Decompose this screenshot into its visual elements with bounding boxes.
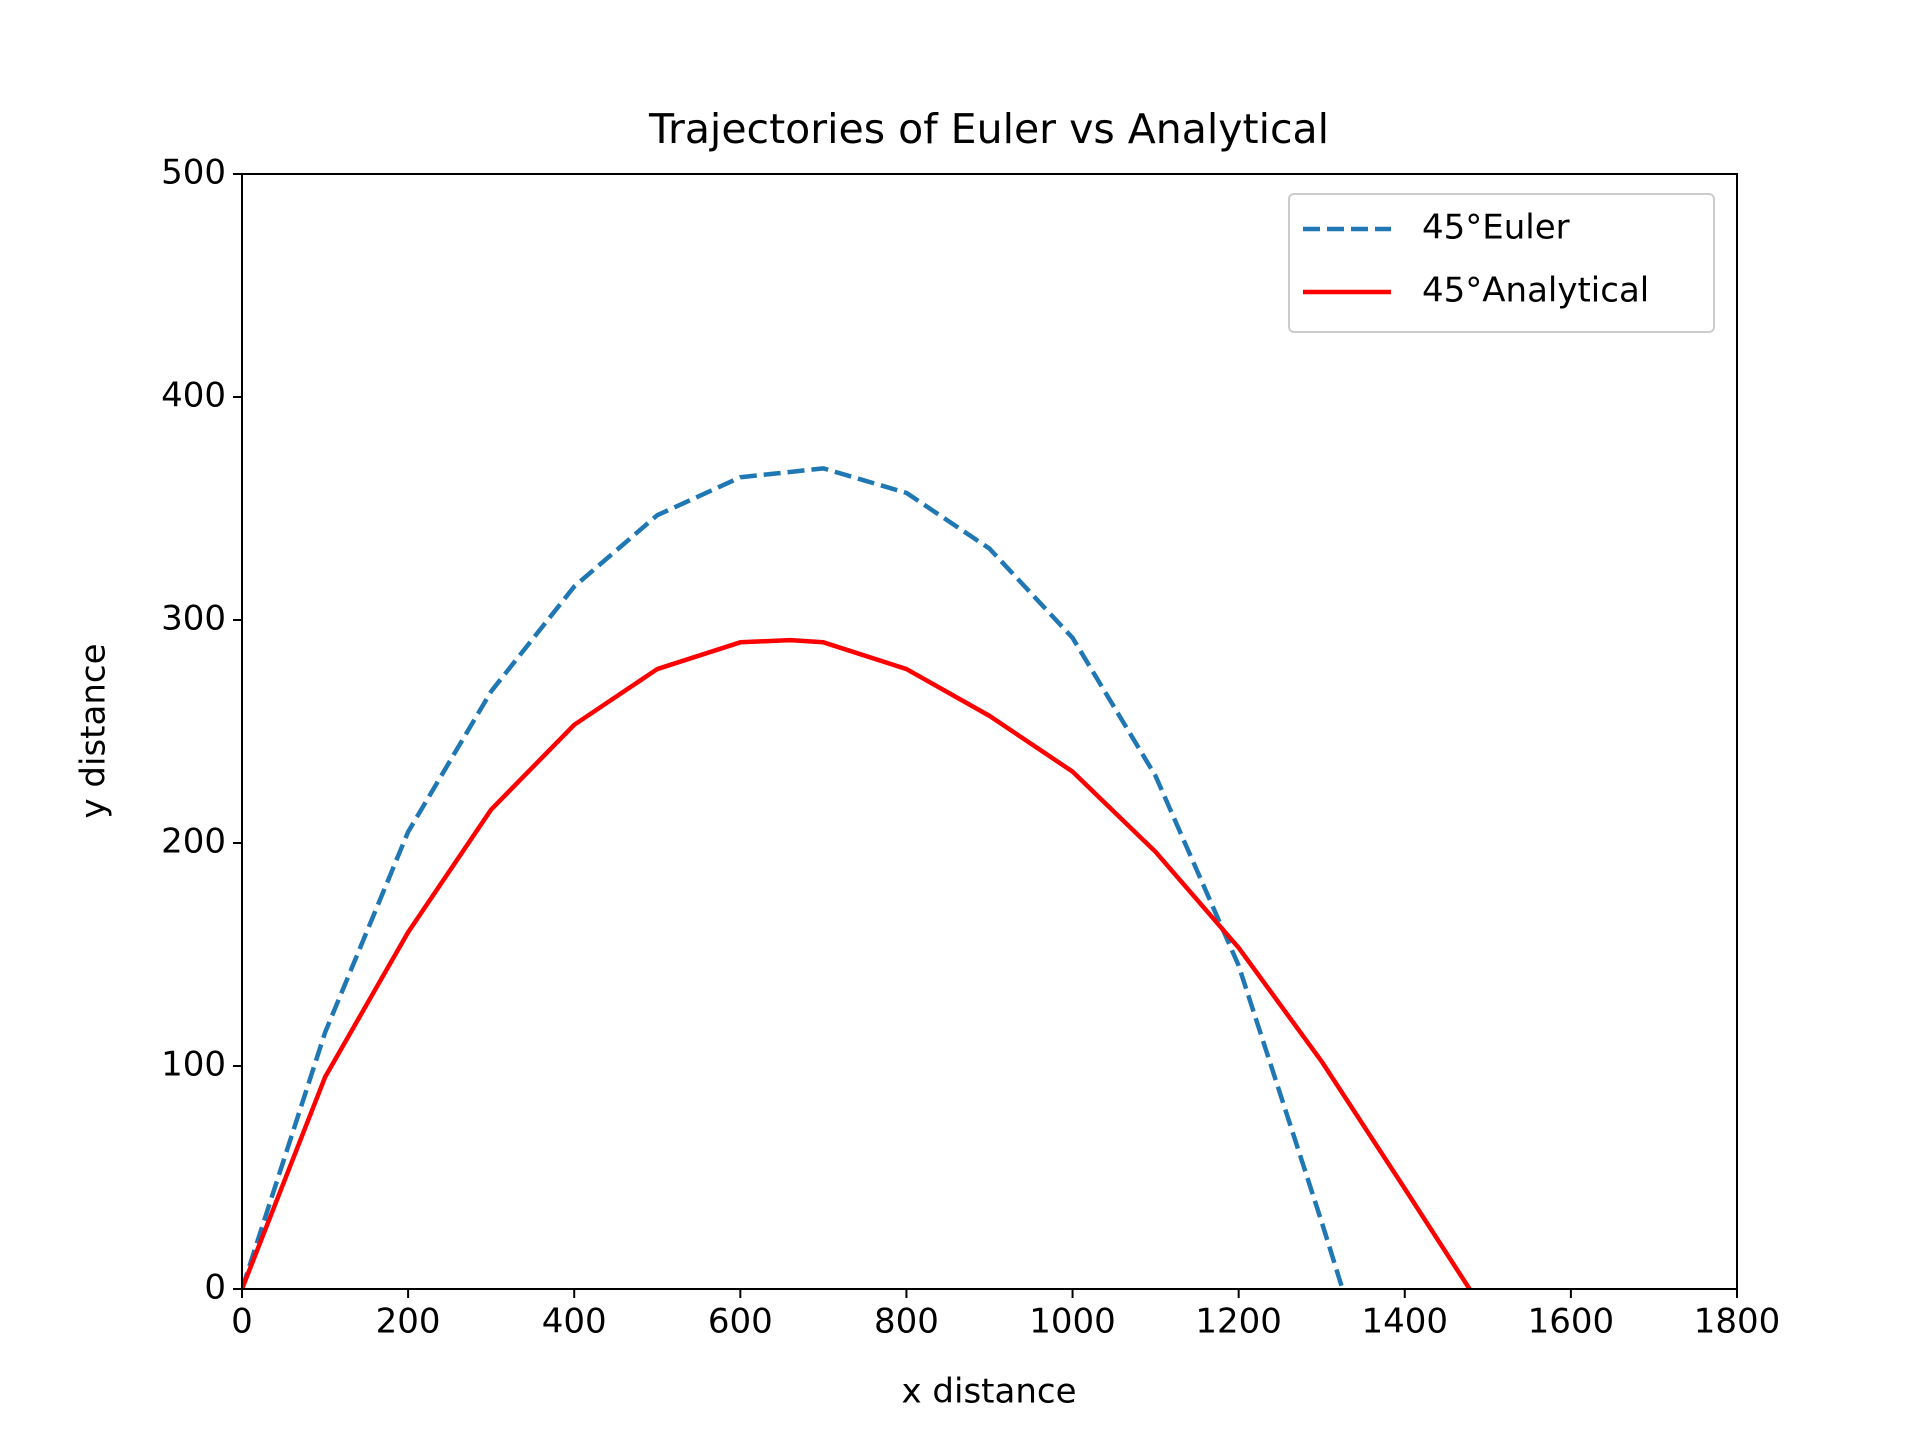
y-tick-label: 500 (161, 153, 226, 193)
plot-frame (241, 173, 1738, 1290)
chart-title: Trajectories of Euler vs Analytical (648, 105, 1329, 153)
x-tick-label: 1400 (1362, 1302, 1449, 1342)
x-tick-label: 600 (708, 1302, 773, 1342)
y-tick-label: 400 (161, 376, 226, 416)
y-axis-label: y distance (74, 644, 114, 819)
x-axis-label: x distance (902, 1372, 1077, 1412)
y-tick-label: 200 (161, 822, 226, 862)
y-tick-label: 100 (161, 1045, 226, 1085)
data-line (242, 637, 1472, 1289)
data-line (242, 466, 1345, 1289)
y-tick-label: 0 (204, 1268, 226, 1308)
legend-label: 45°Euler (1422, 208, 1570, 248)
legend-box (1288, 193, 1715, 333)
x-tick-label: 1200 (1195, 1302, 1282, 1342)
x-tick-label: 200 (376, 1302, 441, 1342)
x-tick-label: 400 (542, 1302, 607, 1342)
x-tick-label: 800 (874, 1302, 939, 1342)
y-tick-label: 300 (161, 599, 226, 639)
legend-label: 45°Analytical (1422, 271, 1649, 311)
x-tick-label: 1800 (1694, 1302, 1781, 1342)
x-tick-label: 0 (231, 1302, 253, 1342)
x-tick-label: 1000 (1029, 1302, 1116, 1342)
x-tick-label: 1600 (1528, 1302, 1615, 1342)
